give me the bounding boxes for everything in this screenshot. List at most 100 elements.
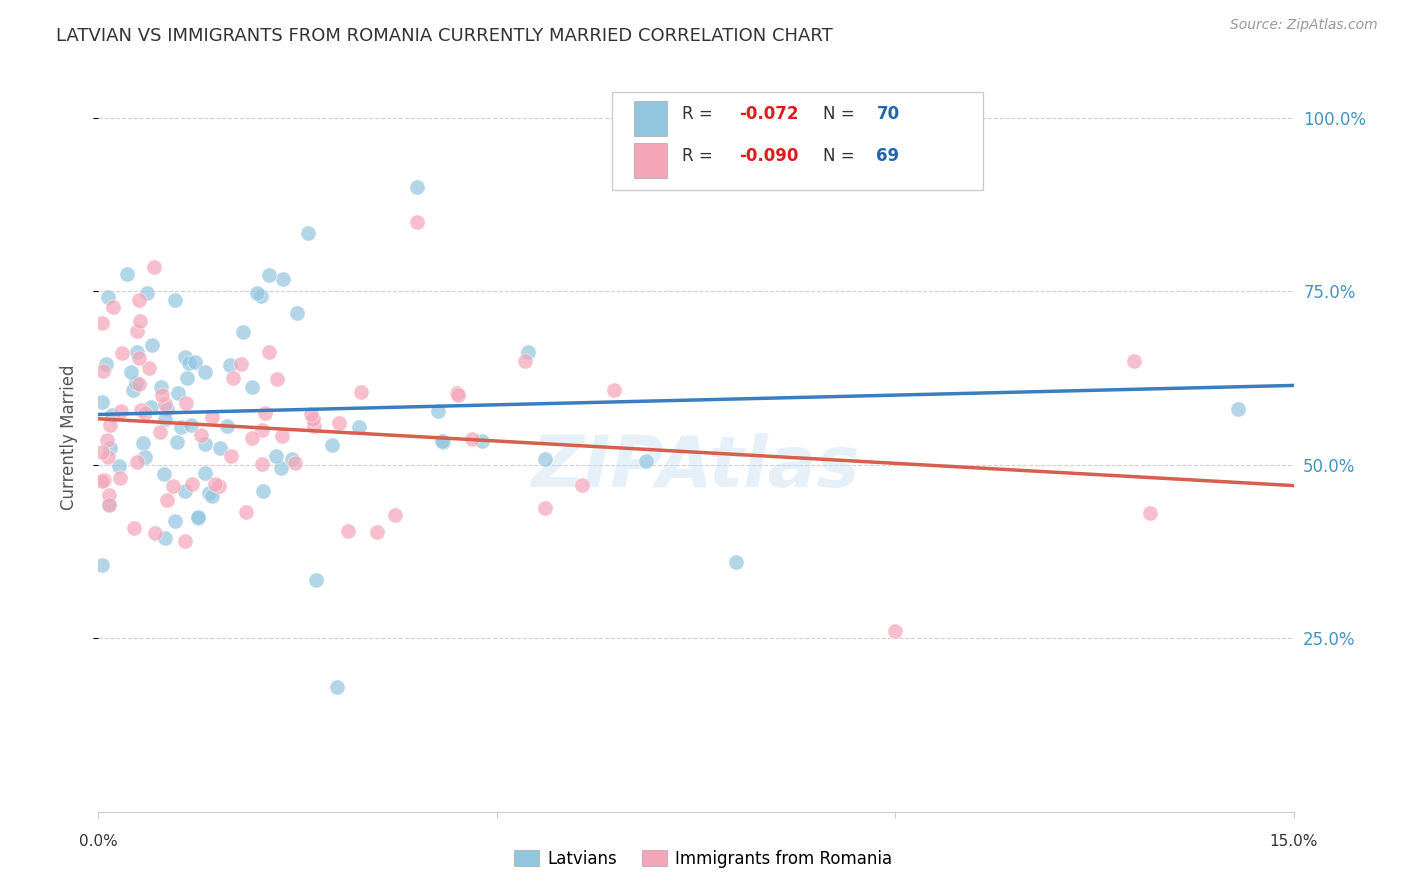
Point <box>1123 353 1146 368</box>
Text: R =: R = <box>682 146 717 165</box>
Point <box>336 524 359 539</box>
Point <box>177 356 200 370</box>
Point <box>97 450 120 465</box>
Point <box>181 476 204 491</box>
Point <box>217 418 239 433</box>
Point <box>128 293 150 307</box>
Point <box>384 508 406 522</box>
Point <box>724 555 747 569</box>
Point <box>143 525 166 540</box>
Bar <box>634 101 668 136</box>
Point <box>235 506 257 520</box>
Point <box>167 386 190 401</box>
Point <box>281 452 304 467</box>
Point <box>328 416 350 430</box>
Legend: Latvians, Immigrants from Romania: Latvians, Immigrants from Romania <box>508 844 898 875</box>
Point <box>96 357 118 371</box>
Point <box>173 351 195 365</box>
Point <box>204 476 226 491</box>
FancyBboxPatch shape <box>613 93 983 190</box>
Point <box>765 138 787 153</box>
Point <box>128 377 150 392</box>
Point <box>264 450 287 464</box>
Point <box>110 404 132 418</box>
Text: 15.0%: 15.0% <box>1270 834 1317 849</box>
Point <box>447 387 470 401</box>
Point <box>427 404 450 418</box>
Text: LATVIAN VS IMMIGRANTS FROM ROMANIA CURRENTLY MARRIED CORRELATION CHART: LATVIAN VS IMMIGRANTS FROM ROMANIA CURRE… <box>56 27 832 45</box>
Point <box>96 433 118 447</box>
Point <box>134 407 156 421</box>
Point <box>461 432 484 446</box>
Point <box>270 461 292 475</box>
Point <box>129 403 152 417</box>
Point <box>132 435 155 450</box>
Point <box>287 306 309 320</box>
Text: ZIPAtlas: ZIPAtlas <box>531 433 860 501</box>
Point <box>97 488 120 502</box>
Point <box>163 293 186 307</box>
Point <box>176 371 198 385</box>
Point <box>240 380 263 394</box>
Point <box>155 397 177 411</box>
Point <box>153 531 176 545</box>
Point <box>170 419 193 434</box>
Text: R =: R = <box>682 104 717 123</box>
Point <box>98 497 121 511</box>
Point <box>259 268 281 282</box>
Point <box>152 467 174 482</box>
Point <box>125 376 148 390</box>
Y-axis label: Currently Married: Currently Married <box>59 364 77 510</box>
Point <box>174 396 197 410</box>
Point <box>297 226 319 240</box>
Point <box>304 573 326 587</box>
Point <box>252 483 274 498</box>
Point <box>120 365 142 379</box>
Point <box>91 445 114 459</box>
Point <box>193 365 215 379</box>
Point <box>149 380 172 394</box>
Point <box>142 260 165 274</box>
Point <box>634 453 657 467</box>
Point <box>156 492 179 507</box>
Point <box>91 394 114 409</box>
Point <box>98 498 121 512</box>
Point <box>515 354 537 368</box>
Point <box>122 521 145 535</box>
Point <box>155 412 177 426</box>
Point <box>97 290 120 304</box>
Point <box>406 180 429 194</box>
Point <box>91 474 114 488</box>
Point <box>232 325 254 339</box>
Point <box>156 402 179 417</box>
Point <box>1139 507 1161 521</box>
Text: Source: ZipAtlas.com: Source: ZipAtlas.com <box>1230 18 1378 32</box>
Text: 69: 69 <box>876 146 900 165</box>
Point <box>534 501 557 516</box>
Point <box>250 288 273 302</box>
Point <box>517 344 540 359</box>
Point <box>406 215 429 229</box>
Point <box>187 510 209 524</box>
Text: N =: N = <box>823 104 859 123</box>
Point <box>98 441 121 455</box>
Point <box>271 428 294 442</box>
Bar <box>634 143 668 178</box>
Point <box>229 357 252 371</box>
Point <box>208 479 231 493</box>
Point <box>253 406 276 420</box>
Point <box>603 384 626 398</box>
Point <box>115 267 138 281</box>
Point <box>432 434 454 449</box>
Point <box>91 558 114 572</box>
Point <box>149 425 172 439</box>
Point <box>128 351 150 365</box>
Text: N =: N = <box>823 146 859 165</box>
Point <box>266 372 288 386</box>
Point <box>432 434 454 448</box>
Point <box>174 483 197 498</box>
Point <box>121 383 143 397</box>
Text: 0.0%: 0.0% <box>79 834 118 849</box>
Point <box>571 477 593 491</box>
Point <box>250 457 273 471</box>
